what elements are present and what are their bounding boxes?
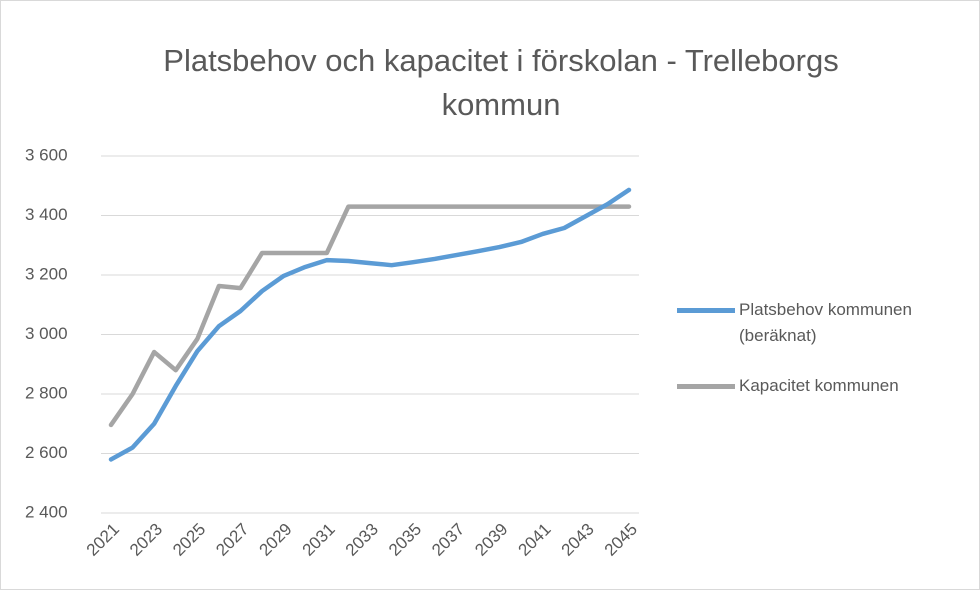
x-tick-label: 2025 xyxy=(169,520,209,560)
x-tick-label: 2037 xyxy=(428,520,468,560)
legend-label: Platsbehov kommunen (beräknat) xyxy=(739,300,912,345)
x-tick-label: 2023 xyxy=(126,520,166,560)
legend-item: Kapacitet kommunen xyxy=(677,373,967,399)
series-line xyxy=(108,204,632,428)
y-tick-label: 3 400 xyxy=(25,205,68,224)
x-tick-label: 2035 xyxy=(385,520,425,560)
x-tick-label: 2021 xyxy=(83,520,123,560)
y-tick-label: 2 600 xyxy=(25,443,68,462)
y-tick-label: 2 800 xyxy=(25,383,68,402)
x-tick-label: 2045 xyxy=(601,520,641,560)
y-tick-label: 2 400 xyxy=(25,502,68,521)
series-line xyxy=(108,187,632,462)
x-tick-label: 2039 xyxy=(471,520,511,560)
legend-item: Platsbehov kommunen (beräknat) xyxy=(677,297,967,349)
legend-swatch xyxy=(677,308,735,313)
x-tick-label: 2041 xyxy=(514,520,554,560)
x-tick-label: 2031 xyxy=(299,520,339,560)
legend-label: Kapacitet kommunen xyxy=(739,376,899,395)
chart-title: Platsbehov och kapacitet i förskolan - T… xyxy=(163,43,839,122)
x-tick-label: 2027 xyxy=(212,520,252,560)
x-tick-label: 2033 xyxy=(342,520,382,560)
y-tick-label: 3 000 xyxy=(25,324,68,343)
x-tick-label: 2029 xyxy=(255,520,295,560)
legend-swatch xyxy=(677,384,735,389)
x-tick-label: 2043 xyxy=(558,520,598,560)
y-tick-label: 3 200 xyxy=(25,264,68,283)
y-tick-label: 3 600 xyxy=(25,145,68,164)
